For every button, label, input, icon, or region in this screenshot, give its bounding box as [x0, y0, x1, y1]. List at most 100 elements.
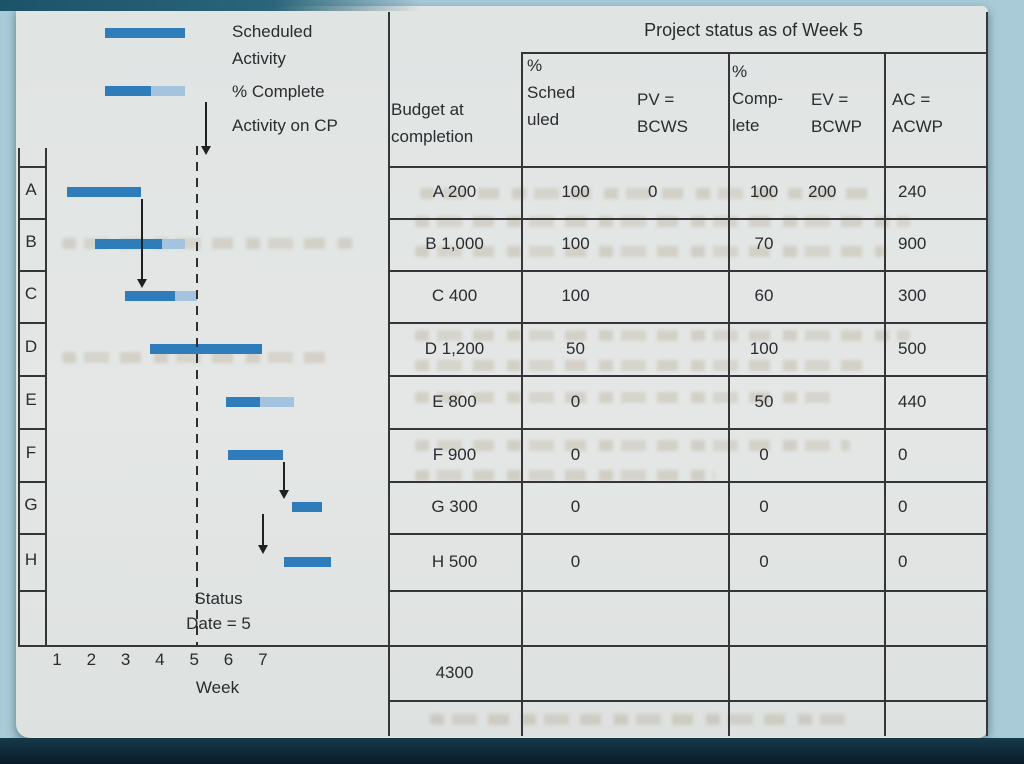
cell-budget: F 900 — [432, 444, 477, 464]
week-tick-label-2: 2 — [86, 650, 97, 669]
header-pv-bcws: PV = BCWS — [637, 90, 688, 136]
cp-arrow-line-F-G — [283, 461, 286, 492]
table-column-line — [521, 52, 523, 736]
table-row-line — [388, 322, 986, 324]
cell-scheduled: 0 — [570, 497, 581, 516]
table-divider-line — [388, 12, 390, 736]
gantt-row-label-A: A — [25, 180, 37, 199]
table-row-line — [388, 218, 986, 220]
table-row-line — [388, 166, 986, 168]
page-edge-bottom — [0, 738, 1024, 764]
table-title: Project status as of Week 5 — [644, 20, 863, 40]
week-tick-label-1: 1 — [52, 650, 62, 669]
cell-budget: D 1,200 — [424, 338, 485, 358]
table-row-B: B 1,000 100 70 900 — [388, 218, 988, 270]
page-edge-top — [0, 0, 420, 11]
gantt-bar-dark-D — [149, 343, 263, 354]
cell-budget: B 1,000 — [425, 234, 484, 253]
bleed-through-smudge — [415, 392, 830, 403]
cell-scheduled: 100 — [561, 234, 590, 253]
bleed-through-smudge — [62, 238, 357, 249]
cell-complete: 0 — [759, 551, 769, 571]
bleed-through-smudge — [420, 188, 875, 199]
table-row-line — [388, 270, 986, 272]
legend-cp-label: Activity on CP — [232, 116, 338, 135]
legend-cp-arrow-head — [201, 146, 211, 155]
cell-budget: H 500 — [431, 551, 478, 571]
bleed-through-smudge — [62, 352, 337, 363]
gantt-row-tick — [20, 481, 45, 483]
table-total-bottom-line — [388, 700, 986, 702]
table-right-border-line — [986, 12, 988, 736]
legend-cp-arrow-line — [205, 102, 207, 146]
cell-budget: C 400 — [431, 286, 478, 305]
cell-complete: 100 — [749, 182, 779, 201]
status-date-label: Status Date = 5 — [186, 589, 251, 633]
week-tick-label-6: 6 — [223, 650, 234, 669]
table-row-line — [388, 481, 986, 483]
week-tick-label-3: 3 — [120, 650, 131, 669]
cell-complete: 0 — [759, 497, 769, 516]
table-row-A: A 200 100 0 100 200 240 — [388, 166, 988, 218]
cell-complete: 50 — [754, 391, 774, 411]
cp-arrow-head-F-G — [279, 490, 290, 499]
bleed-through-smudge — [415, 440, 850, 451]
header-scheduled: % Sched uled — [527, 56, 576, 129]
cell-budget: A 200 — [432, 182, 477, 201]
gantt-bar-dark-B — [94, 239, 163, 249]
bleed-through-smudge — [415, 470, 715, 481]
gantt-bar-dark-H — [284, 556, 332, 567]
cell-scheduled: 50 — [566, 338, 585, 358]
gantt-row-label-E: E — [25, 389, 37, 409]
figure-panel — [16, 6, 988, 738]
bleed-through-smudge — [415, 330, 910, 341]
gantt-row-tick — [20, 166, 45, 168]
cell-scheduled: 0 — [570, 391, 581, 411]
bleed-through-smudge — [430, 714, 850, 725]
cell-complete: 70 — [754, 234, 774, 253]
cell-budget: E 800 — [432, 391, 477, 411]
gantt-bar-dark-C — [124, 291, 176, 301]
cell-ac: 240 — [898, 182, 927, 201]
gantt-row-tick — [20, 218, 45, 220]
table-row-F: F 900 0 0 0 — [388, 428, 988, 481]
week-tick-label-4: 4 — [155, 650, 165, 669]
legend-scheduled-bar — [105, 28, 185, 38]
cell-complete: 100 — [749, 338, 779, 358]
header-ac-acwp: AC = ACWP — [892, 90, 943, 136]
cell-budget: G 300 — [431, 497, 478, 516]
legend-complete-label: % Complete — [232, 82, 325, 101]
gantt-row-tick — [20, 428, 45, 430]
cell-complete: 60 — [754, 286, 774, 305]
status-date-dashed-line — [196, 146, 198, 645]
gantt-left-axis-line — [45, 148, 47, 645]
header-budget: Budget at completion — [391, 100, 474, 146]
table-row-line — [388, 375, 986, 377]
cell-ac: 0 — [898, 497, 908, 516]
gantt-row-label-D: D — [24, 336, 38, 356]
cell-scheduled: 0 — [570, 444, 581, 464]
legend-complete-bar-light — [151, 86, 185, 96]
table-row-line — [388, 590, 986, 592]
cp-arrow-line-G-H — [262, 514, 265, 547]
legend-scheduled-label: Scheduled Activity — [232, 22, 313, 68]
gantt-row-tick — [20, 590, 45, 592]
gantt-row-label-B: B — [25, 232, 37, 251]
table-row-H: H 500 0 0 0 — [388, 533, 988, 590]
total-budget-cell: 4300 — [435, 662, 474, 682]
cell-ac: 440 — [898, 391, 927, 411]
table-row-G: G 300 0 0 0 — [388, 481, 988, 533]
cell-ac: 300 — [898, 286, 927, 305]
gantt-bar-dark-G — [291, 502, 323, 512]
table-title-underline — [521, 52, 986, 54]
bleed-through-smudge — [415, 216, 910, 227]
gantt-row-label-H: H — [24, 549, 38, 569]
table-row-line — [388, 428, 986, 430]
cell-scheduled: 100 — [561, 286, 590, 305]
table-row-E: E 800 0 50 440 — [388, 375, 988, 428]
gantt-bar-light-E — [260, 396, 294, 407]
gantt-bar-dark-F — [227, 449, 284, 460]
week-axis-label: Week — [195, 678, 240, 697]
